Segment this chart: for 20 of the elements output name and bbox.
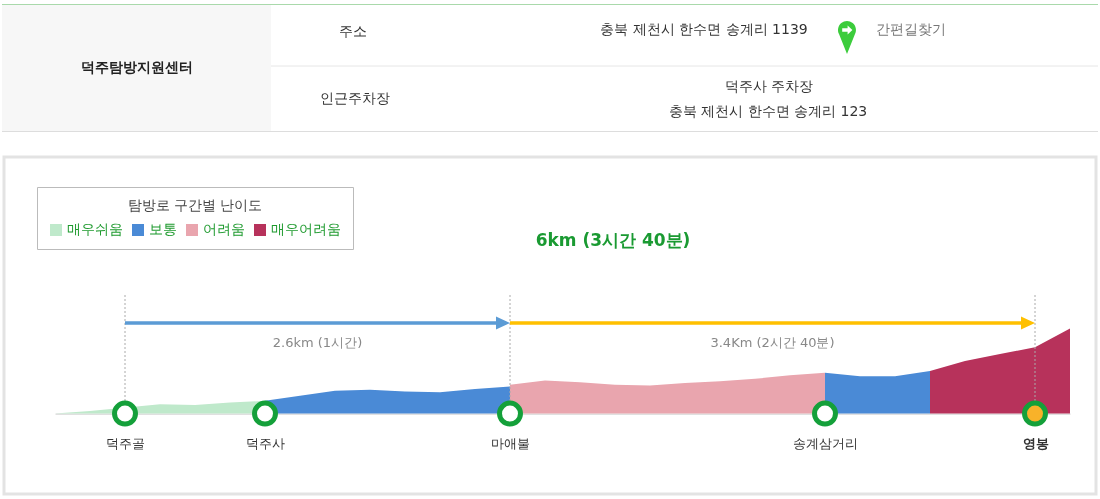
legend-label: 어려움: [203, 221, 245, 237]
text: 충북 제천시 한수면 송계리 1139: [600, 21, 808, 37]
annotation: 2.6km (1시간): [272, 335, 363, 350]
text: 충북 제천시 한수면 송계리 123: [668, 103, 868, 119]
text: 인근주차장: [320, 90, 390, 106]
text: 간편길찾기: [876, 21, 946, 37]
legend-label: 보통: [149, 221, 177, 237]
legend-label: 매우쉬움: [67, 221, 123, 237]
text: 주소: [339, 23, 367, 39]
legend-title: 탐방로 구간별 난이도: [127, 197, 263, 213]
chart-title: 6km (3시간 40분): [535, 230, 691, 250]
legend-label: 매우어려움: [271, 221, 341, 237]
x-tick-label: 송계삼거리: [793, 436, 858, 452]
x-tick-label: 덕주사: [246, 436, 285, 452]
text: 덕주사 주차장: [724, 78, 814, 94]
text: 덕주탐방지원센터: [81, 59, 193, 75]
x-tick-label: 덕주골: [106, 436, 145, 452]
annotation: 3.4Km (2시간 40분): [710, 335, 835, 350]
x-tick-label: 마애불: [491, 436, 530, 452]
x-tick-label: 영봉: [1022, 436, 1049, 452]
